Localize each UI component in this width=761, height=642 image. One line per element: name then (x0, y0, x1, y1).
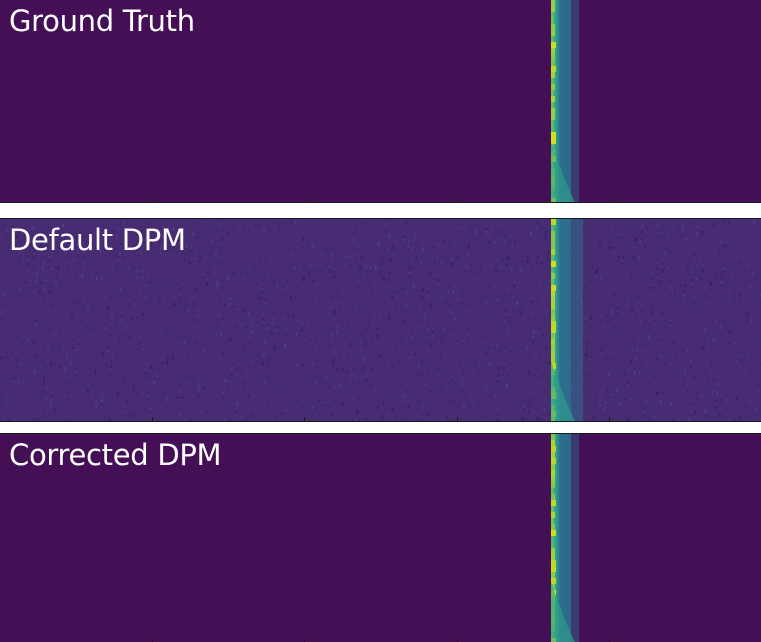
panel-label: Corrected DPM (9, 438, 222, 472)
x-axis-tick (609, 638, 610, 642)
spectrogram-background (0, 0, 761, 202)
noise-texture (0, 219, 761, 421)
spectrogram-image (0, 219, 761, 421)
x-axis-tick (152, 417, 153, 421)
signal-base (551, 142, 575, 202)
x-axis-tick (457, 638, 458, 642)
x-axis-tick (152, 638, 153, 642)
x-axis-tick (152, 198, 153, 202)
x-axis-tick (304, 638, 305, 642)
x-axis-tick (609, 198, 610, 202)
spectrogram-image (0, 0, 761, 202)
spectrogram-panel-default-dpm: Default DPM (0, 218, 761, 422)
x-axis-tick (609, 417, 610, 421)
panel-label: Default DPM (9, 223, 186, 257)
spectrogram-background (0, 434, 761, 642)
panel-label: Ground Truth (9, 4, 195, 38)
signal-base (551, 361, 575, 421)
signal-base (551, 582, 575, 642)
signal-band (551, 0, 571, 202)
spectrogram-image (0, 434, 761, 642)
x-axis-tick (304, 417, 305, 421)
spectrogram-panel-ground-truth: Ground Truth (0, 0, 761, 203)
x-axis-tick (457, 198, 458, 202)
x-axis-tick (304, 198, 305, 202)
x-axis-tick (457, 417, 458, 421)
signal-band (551, 219, 571, 421)
spectrogram-background (0, 219, 761, 421)
spectrogram-panel-corrected-dpm: Corrected DPM (0, 433, 761, 642)
